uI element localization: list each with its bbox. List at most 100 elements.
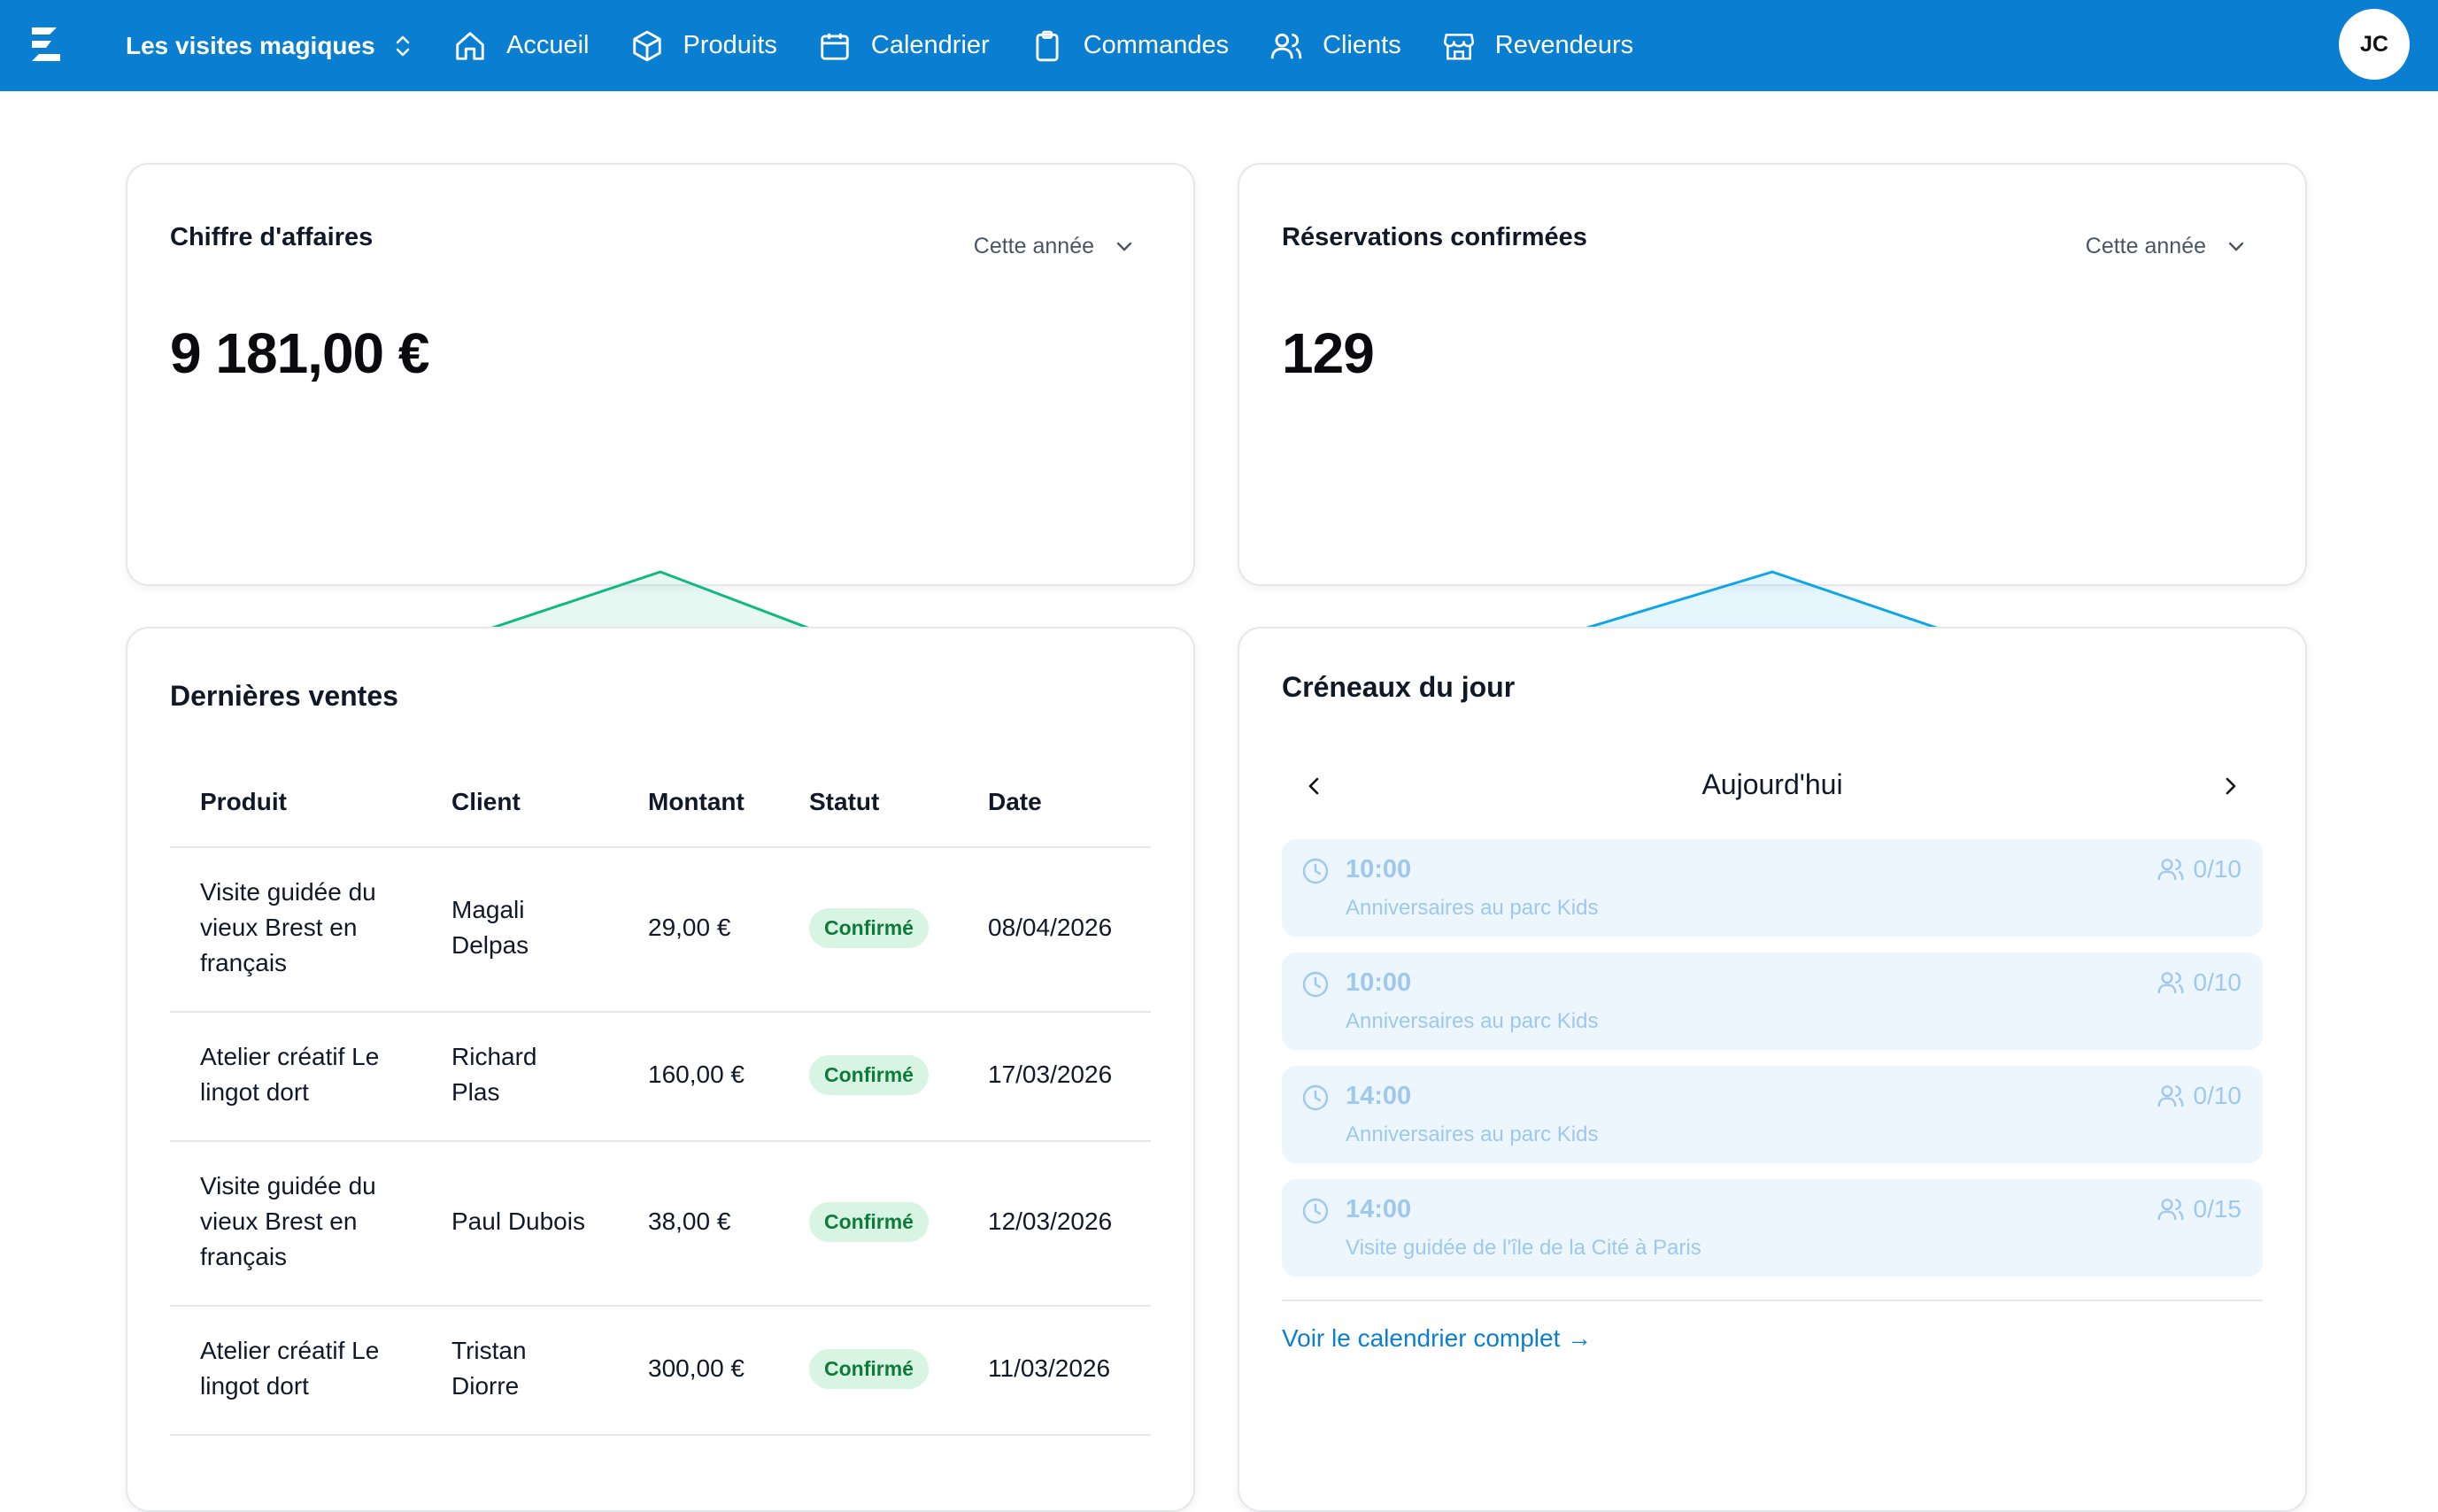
amount-cell: 29,00 €: [648, 914, 731, 941]
calendar-icon: [821, 33, 849, 60]
slot-time: 14:00: [1346, 1082, 1412, 1110]
col-header-amount: Montant: [648, 788, 745, 815]
status-badge: Confirmé: [809, 1349, 929, 1389]
row-divider: [170, 1140, 1151, 1142]
chevron-down-icon: [2228, 242, 2244, 251]
bookings-title: Réservations confirmées: [1282, 223, 1587, 251]
date-cell: 17/03/2026: [988, 1061, 1113, 1088]
nav-item-commandes[interactable]: Commandes: [1030, 29, 1229, 63]
slot-capacity: 0/10: [2156, 1082, 2241, 1110]
users-icon: [2156, 972, 2184, 994]
workspace-switcher[interactable]: Les visites magiques: [126, 0, 413, 91]
date-cell: 08/04/2026: [988, 914, 1113, 941]
chevron-down-icon: [1116, 242, 1132, 251]
row-divider: [170, 1305, 1151, 1307]
users-icon: [2156, 1199, 2184, 1221]
slot-name: Anniversaires au parc Kids: [1346, 896, 1599, 920]
slot-item[interactable]: 14:00 Visite guidée de l'île de la Cité …: [1282, 1179, 2263, 1277]
revenue-title: Chiffre d'affaires: [170, 223, 374, 251]
row-divider: [170, 1434, 1151, 1436]
client-cell: Magali Delpas: [451, 896, 529, 959]
row-divider: [170, 1011, 1151, 1013]
clock-icon: [1302, 858, 1329, 884]
nav-item-calendrier[interactable]: Calendrier: [818, 29, 990, 63]
amount-cell: 38,00 €: [648, 1207, 731, 1235]
slot-time: 14:00: [1346, 1195, 1412, 1223]
nav-item-clients[interactable]: Clients: [1269, 29, 1401, 63]
slot-time: 10:00: [1346, 855, 1412, 883]
status-badge: Confirmé: [809, 1202, 929, 1242]
home-icon: [456, 31, 484, 60]
slot-capacity: 0/10: [2156, 855, 2241, 883]
amount-cell: 160,00 €: [648, 1061, 745, 1088]
see-full-calendar-link[interactable]: Voir le calendrier complet →: [1282, 1324, 1593, 1352]
col-header-product: Produit: [200, 788, 287, 815]
clock-icon: [1302, 1198, 1329, 1224]
revenue-value: 9 181,00 €: [170, 321, 429, 385]
product-cell: Visite guidée du vieux Brest en français: [200, 1172, 376, 1270]
nav-item-label: Commandes: [1083, 31, 1230, 59]
date-cell: 11/03/2026: [988, 1354, 1111, 1382]
col-header-date: Date: [988, 788, 1042, 815]
nav-item-label: Revendeurs: [1494, 31, 1634, 59]
chevron-left-icon[interactable]: [1300, 772, 1328, 800]
slot-item[interactable]: 10:00 Anniversaires au parc Kids 0/10: [1282, 839, 2263, 937]
header-divider: [170, 846, 1151, 848]
nav-item-revendeurs[interactable]: Revendeurs: [1442, 29, 1633, 63]
status-badge: Confirmé: [809, 908, 929, 948]
sales-title: Dernières ventes: [170, 680, 398, 712]
day-navigator: Aujourd'hui: [1282, 760, 2263, 813]
bookings-period-select[interactable]: Cette année: [2086, 234, 2245, 259]
users-icon: [2156, 859, 2184, 881]
user-avatar[interactable]: JC: [2339, 9, 2410, 80]
revenue-period-select[interactable]: Cette année: [974, 234, 1133, 259]
slots-divider: [1282, 1300, 2263, 1301]
clipboard-icon: [1036, 30, 1059, 61]
slot-time: 10:00: [1346, 968, 1412, 997]
slot-item[interactable]: 14:00 Anniversaires au parc Kids 0/10: [1282, 1066, 2263, 1163]
clock-icon: [1302, 1084, 1329, 1111]
workspace-name: Les visites magiques: [126, 31, 375, 59]
product-cell: Atelier créatif Le lingot dort: [200, 1337, 380, 1400]
chart-area: [175, 572, 1146, 666]
nav-item-label: Clients: [1323, 31, 1401, 59]
slots-title: Créneaux du jour: [1282, 671, 1516, 703]
slot-capacity: 0/10: [2156, 968, 2241, 997]
box-icon: [632, 30, 661, 61]
client-cell: Tristan Diorre: [451, 1337, 527, 1400]
chart-area: [1287, 572, 2257, 666]
day-label: Aujourd'hui: [1701, 768, 1843, 800]
top-navbar: Les visites magiques Accueil Produits Ca…: [0, 0, 2438, 91]
col-header-status: Statut: [809, 788, 880, 815]
product-cell: Visite guidée du vieux Brest en français: [200, 878, 376, 976]
nav-item-produits[interactable]: Produits: [630, 29, 777, 63]
users-icon: [1270, 33, 1302, 58]
bookings-card: Réservations confirmées Cette année 129 …: [1238, 163, 2307, 699]
product-cell: Atelier créatif Le lingot dort: [200, 1043, 380, 1106]
slot-capacity: 0/15: [2156, 1195, 2241, 1223]
daily-slots-card: Créneaux du jour Aujourd'hui 10:00 Anniv…: [1238, 627, 2307, 1512]
nav-item-label: Calendrier: [870, 31, 990, 59]
nav-item-label: Produits: [683, 31, 777, 59]
clock-icon: [1302, 971, 1329, 998]
nav-item-label: Accueil: [506, 31, 590, 59]
status-badge: Confirmé: [809, 1055, 929, 1095]
chevron-right-icon[interactable]: [2217, 772, 2245, 800]
store-icon: [1443, 33, 1474, 60]
amount-cell: 300,00 €: [648, 1354, 745, 1382]
period-label: Cette année: [2085, 234, 2206, 258]
revenue-card: Chiffre d'affaires Cette année 9 181,00 …: [126, 163, 1195, 699]
date-cell: 12/03/2026: [988, 1207, 1113, 1235]
slot-name: Anniversaires au parc Kids: [1346, 1122, 1599, 1146]
period-label: Cette année: [973, 234, 1094, 258]
client-cell: Richard Plas: [451, 1043, 537, 1106]
client-cell: Paul Dubois: [451, 1207, 585, 1235]
slot-item[interactable]: 10:00 Anniversaires au parc Kids 0/10: [1282, 953, 2263, 1050]
slot-name: Visite guidée de l'île de la Cité à Pari…: [1346, 1236, 1701, 1260]
nav-item-accueil[interactable]: Accueil: [453, 29, 590, 63]
bookings-value: 129: [1282, 321, 1375, 385]
app-logo-icon[interactable]: [28, 24, 64, 65]
slot-name: Anniversaires au parc Kids: [1346, 1009, 1599, 1033]
chevron-up-down-icon: [396, 35, 409, 56]
col-header-client: Client: [451, 788, 521, 815]
